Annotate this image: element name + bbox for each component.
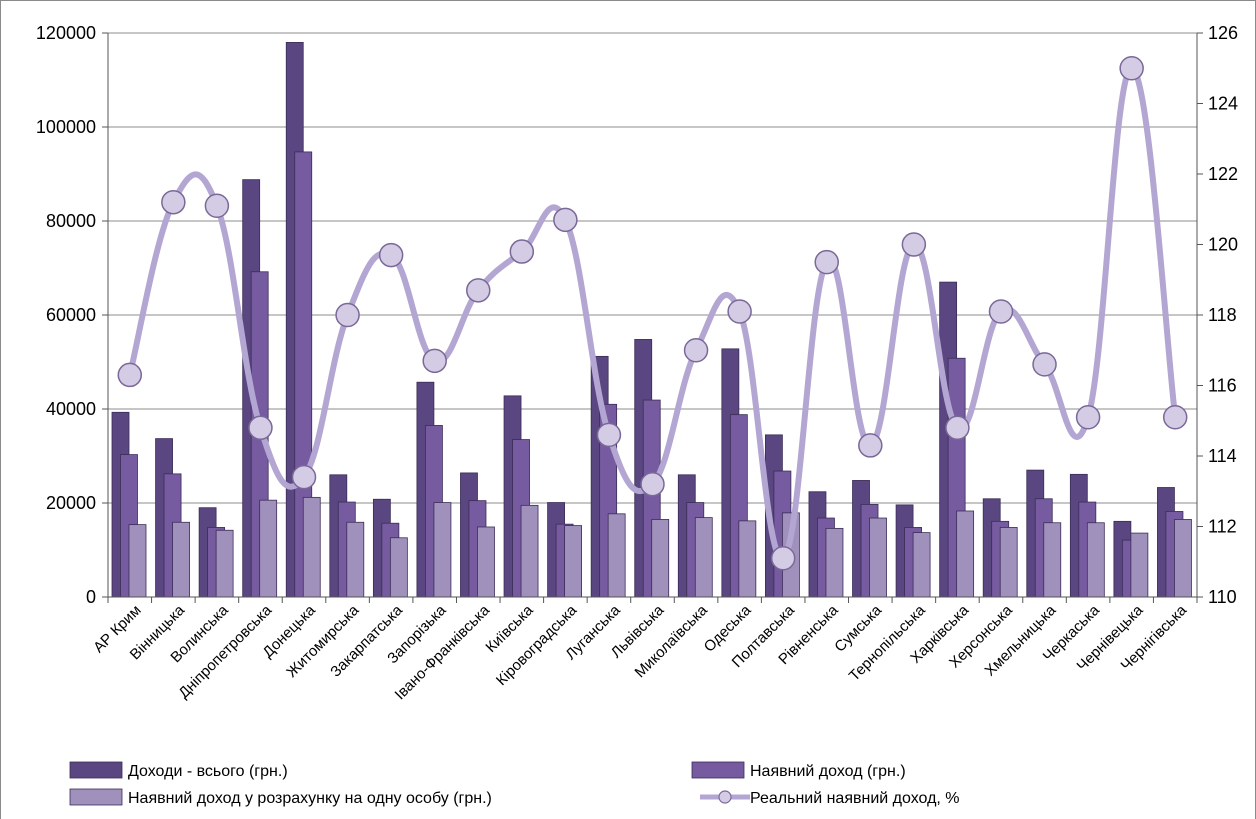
bar-3 xyxy=(956,510,975,598)
y-tick-label: 100000 xyxy=(36,117,96,137)
y-tick-label: 0 xyxy=(86,587,96,607)
line-point xyxy=(509,239,535,264)
y-tick-label: 80000 xyxy=(46,211,96,231)
line-point xyxy=(770,545,796,571)
bar-3 xyxy=(259,499,278,598)
y2-tick-label: 118 xyxy=(1208,305,1237,325)
line-point xyxy=(727,299,752,324)
bar-3 xyxy=(128,524,147,598)
bar-3 xyxy=(912,532,931,598)
bar-3 xyxy=(1043,522,1062,598)
y-tick-label: 40000 xyxy=(46,399,96,419)
line-point xyxy=(335,302,360,328)
y2-tick-label: 120 xyxy=(1208,235,1238,255)
bar-3 xyxy=(172,521,190,598)
legend-swatch-3 xyxy=(69,788,123,806)
line-point xyxy=(640,471,665,497)
legend-swatch-marker xyxy=(718,790,732,804)
line-point xyxy=(1162,404,1188,430)
line-point xyxy=(378,242,404,268)
bar-3 xyxy=(1086,522,1105,598)
y2-tick-label: 122 xyxy=(1208,164,1238,184)
bar-3 xyxy=(869,517,887,598)
legend-label: Наявний доход у розрахунку на одну особу… xyxy=(128,790,492,807)
bar-3 xyxy=(520,504,539,598)
bar-3 xyxy=(825,527,844,598)
y2-tick-label: 114 xyxy=(1208,446,1237,466)
line-point xyxy=(683,338,709,363)
legend-label: Наявний доход (грн.) xyxy=(750,763,906,780)
line-point xyxy=(814,249,839,275)
bar-3 xyxy=(694,517,713,598)
x-tick-label: Тернопільська xyxy=(846,601,929,684)
line-point xyxy=(1075,404,1101,430)
bar-3 xyxy=(1174,519,1192,598)
line-point xyxy=(117,362,143,388)
line-point xyxy=(204,193,230,218)
y2-tick-label: 110 xyxy=(1208,587,1237,607)
line-point xyxy=(858,433,883,458)
bar-3 xyxy=(346,521,365,598)
y2-tick-label: 124 xyxy=(1208,94,1238,114)
legend-label: Доходи - всього (грн.) xyxy=(128,763,288,780)
legend-swatch-1 xyxy=(69,761,123,779)
y-tick-label: 60000 xyxy=(46,305,96,325)
legend-swatch-2 xyxy=(691,761,745,779)
y2-tick-label: 112 xyxy=(1208,517,1237,537)
bar-3 xyxy=(999,527,1018,598)
y2-tick-label: 126 xyxy=(1208,23,1238,43)
line-point xyxy=(945,415,970,441)
bar-3 xyxy=(564,525,582,598)
bar-3 xyxy=(215,529,234,598)
line-point xyxy=(161,189,186,215)
line-point xyxy=(901,232,927,257)
bar-3 xyxy=(607,513,626,598)
bar-3 xyxy=(389,537,408,598)
line-point xyxy=(1119,56,1144,81)
line-point xyxy=(422,348,447,374)
line-point xyxy=(466,278,491,303)
line-point xyxy=(291,464,317,490)
y-tick-label: 20000 xyxy=(46,493,96,513)
bar-3 xyxy=(477,526,495,598)
y2-tick-label: 116 xyxy=(1208,376,1237,396)
line-point xyxy=(988,299,1014,324)
bar-3 xyxy=(302,496,321,598)
bar-3 xyxy=(651,519,670,598)
line-point xyxy=(596,422,622,448)
legend-label: Реальний наявний доход, % xyxy=(750,790,960,807)
bar-3 xyxy=(1130,532,1149,598)
bar-3 xyxy=(738,520,757,598)
line-point xyxy=(248,415,273,441)
line-point xyxy=(553,207,578,233)
line-point xyxy=(1032,352,1057,377)
y-tick-label: 120000 xyxy=(36,23,96,43)
bar-3 xyxy=(433,502,452,598)
